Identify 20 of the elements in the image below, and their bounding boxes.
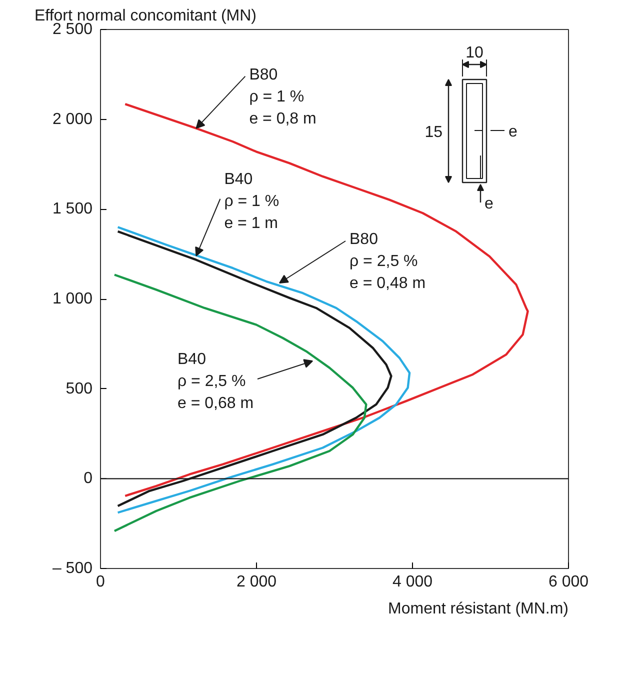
y-tick-label: 1 500 xyxy=(52,200,93,218)
annotation: B40 ρ = 2,5 % e = 0,68 m xyxy=(178,350,254,412)
annotation: B80 ρ = 1 % e = 0,8 m xyxy=(249,66,316,128)
y-tick-label: 2 000 xyxy=(52,110,93,128)
annotation: B40 ρ = 1 % e = 1 m xyxy=(224,170,280,232)
annotation: e xyxy=(484,196,494,212)
x-tick-label: 2 000 xyxy=(236,574,277,590)
annotation: e xyxy=(508,124,518,140)
y-tick-label: 1 000 xyxy=(52,290,93,308)
x-tick-label: 0 xyxy=(96,574,106,590)
annotation: B80 ρ = 2,5 % e = 0,48 m xyxy=(350,231,426,292)
x-tick-label: 6 000 xyxy=(548,574,589,590)
y-tick-label: 0 xyxy=(84,470,93,488)
y-tick-label: 500 xyxy=(66,380,93,398)
x-axis-title: Moment résistant (MN.m) xyxy=(388,600,568,618)
annotation: 10 xyxy=(466,44,484,62)
annotation: 15 xyxy=(424,124,443,141)
x-tick-label: 4 000 xyxy=(392,574,433,590)
y-tick-label: – 500 xyxy=(52,560,93,577)
y-tick-label: 2 500 xyxy=(52,21,93,38)
